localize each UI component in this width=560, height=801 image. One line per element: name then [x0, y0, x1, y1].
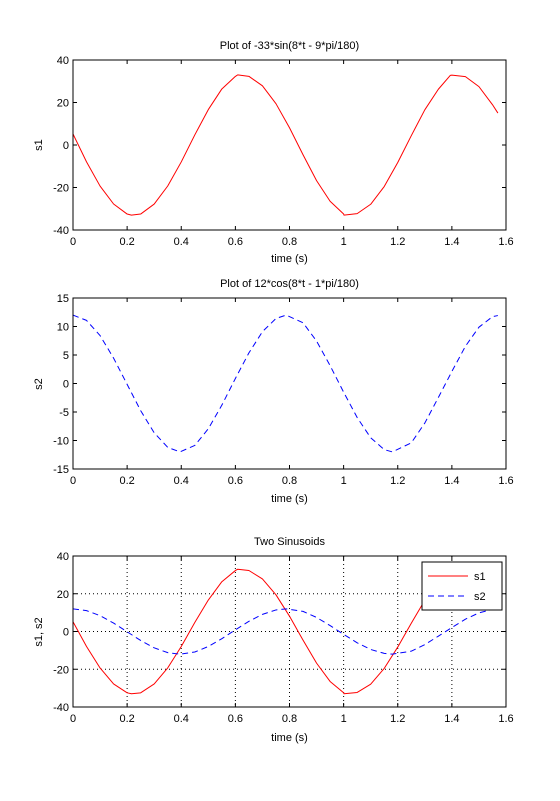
- x-tick-label: 0.4: [174, 713, 189, 725]
- legend-box: [421, 561, 503, 611]
- x-tick-label: 0: [70, 475, 76, 487]
- series-line-s2: [73, 608, 498, 655]
- y-tick-label: 40: [57, 551, 69, 563]
- x-tick-label: 1.4: [444, 236, 459, 248]
- x-tick-label: 0.8: [282, 475, 297, 487]
- x-tick-label: 0: [70, 713, 76, 725]
- y-tick-label: 40: [57, 55, 69, 67]
- subplot-3-ylabel: s1, s2: [33, 617, 45, 646]
- y-tick-label: -20: [53, 664, 69, 676]
- x-tick-label: 0.2: [119, 713, 134, 725]
- subplot-2-title: Plot of 12*cos(8*t - 1*pi/180): [220, 278, 359, 290]
- x-tick-label: 0.8: [282, 713, 297, 725]
- x-tick-label: 0.6: [228, 236, 243, 248]
- y-tick-label: -40: [53, 702, 69, 714]
- legend-label-s2: s2: [474, 591, 486, 603]
- x-tick-label: 1.6: [498, 713, 513, 725]
- plot-area-2: [73, 298, 506, 469]
- series-line-series-1: [73, 314, 498, 453]
- y-tick-label: 20: [57, 589, 69, 601]
- x-tick-label: 1.2: [390, 475, 405, 487]
- subplot-2-ylabel: s2: [33, 378, 45, 390]
- x-tick-label: 1.4: [444, 713, 459, 725]
- x-tick-label: 0.2: [119, 236, 134, 248]
- x-tick-label: 0.6: [228, 713, 243, 725]
- series-line-series-1: [73, 74, 499, 216]
- x-tick-label: 1: [341, 236, 347, 248]
- subplot-1: Plot of -33*sin(8*t - 9*pi/180) time (s)…: [33, 40, 514, 265]
- x-tick-label: 1.2: [390, 713, 405, 725]
- x-tick-label: 0.6: [228, 475, 243, 487]
- subplot-1-ylabel: s1: [33, 139, 45, 151]
- x-tick-label: 1.2: [390, 236, 405, 248]
- y-tick-label: -5: [59, 407, 69, 419]
- y-tick-label: 0: [63, 627, 69, 639]
- y-tick-label: -10: [53, 436, 69, 448]
- x-tick-label: 1: [341, 713, 347, 725]
- x-tick-label: 1.6: [498, 475, 513, 487]
- y-tick-label: -40: [53, 225, 69, 237]
- y-tick-label: 5: [63, 350, 69, 362]
- y-tick-label: 0: [63, 140, 69, 152]
- x-tick-label: 0.4: [174, 475, 189, 487]
- subplot-2: Plot of 12*cos(8*t - 1*pi/180) time (s) …: [33, 278, 514, 505]
- y-tick-label: 15: [57, 293, 69, 305]
- x-tick-label: 0.2: [119, 475, 134, 487]
- subplot-1-xlabel: time (s): [271, 253, 308, 265]
- subplot-3-xlabel: time (s): [271, 732, 308, 744]
- y-tick-label: -15: [53, 464, 69, 476]
- x-tick-label: 1.4: [444, 475, 459, 487]
- subplot-3-title: Two Sinusoids: [254, 536, 325, 548]
- plot-area-1: [73, 60, 506, 230]
- legend: s1 s2: [421, 561, 503, 611]
- subplot-3: Two Sinusoids time (s) s1, s2 0 0.2 0.4 0.6…: [33, 536, 514, 744]
- legend-label-s1: s1: [474, 571, 486, 583]
- x-tick-label: 1: [341, 475, 347, 487]
- y-tick-label: 20: [57, 98, 69, 110]
- y-tick-label: 0: [63, 379, 69, 391]
- y-tick-label: 10: [57, 322, 69, 334]
- y-tick-label: -20: [53, 183, 69, 195]
- x-tick-label: 0.4: [174, 236, 189, 248]
- x-tick-label: 1.6: [498, 236, 513, 248]
- subplot-2-xlabel: time (s): [271, 493, 308, 505]
- x-tick-label: 0.8: [282, 236, 297, 248]
- subplot-1-title: Plot of -33*sin(8*t - 9*pi/180): [220, 40, 359, 52]
- x-tick-label: 0: [70, 236, 76, 248]
